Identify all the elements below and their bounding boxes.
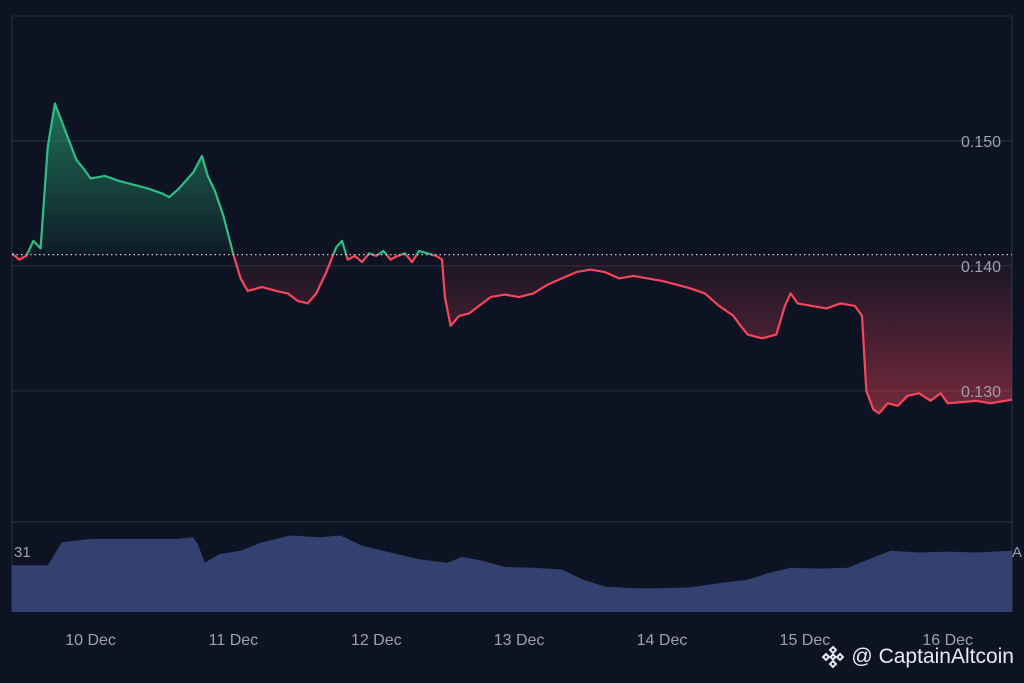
watermark-text: @ CaptainAltcoin (851, 645, 1014, 668)
x-tick-label: 14 Dec (637, 632, 688, 649)
line-below-baseline (12, 254, 1012, 415)
line-above-baseline (12, 102, 436, 255)
x-tick-label: 10 Dec (65, 632, 116, 649)
y-tick-label: 0.140 (961, 259, 1001, 276)
x-tick-label: 11 Dec (209, 632, 259, 649)
y-tick-label: 0.150 (961, 134, 1001, 151)
x-tick-label: 13 Dec (494, 632, 545, 649)
y-tick-label: 0.130 (961, 384, 1001, 401)
price-line (12, 102, 1012, 415)
volume-panel: 31 A (12, 535, 1022, 612)
y-axis-ticks: 0.150 0.140 0.130 (961, 134, 1001, 401)
price-area (12, 103, 1012, 414)
area-below-baseline (13, 254, 1012, 414)
x-tick-label: 15 Dec (780, 632, 831, 649)
volume-label-right: A (1012, 544, 1022, 561)
volume-label-left: 31 (14, 544, 31, 561)
area-above-baseline (12, 103, 1012, 255)
watermark: @ CaptainAltcoin (821, 645, 1014, 669)
volume-area (12, 535, 1012, 612)
x-tick-label: 12 Dec (351, 632, 402, 649)
x-tick-label: 16 Dec (922, 632, 973, 649)
x-axis-ticks: 10 Dec 11 Dec 12 Dec 13 Dec 14 Dec 15 Dec 16 D… (65, 632, 973, 649)
binance-diamond-logo (822, 645, 845, 669)
